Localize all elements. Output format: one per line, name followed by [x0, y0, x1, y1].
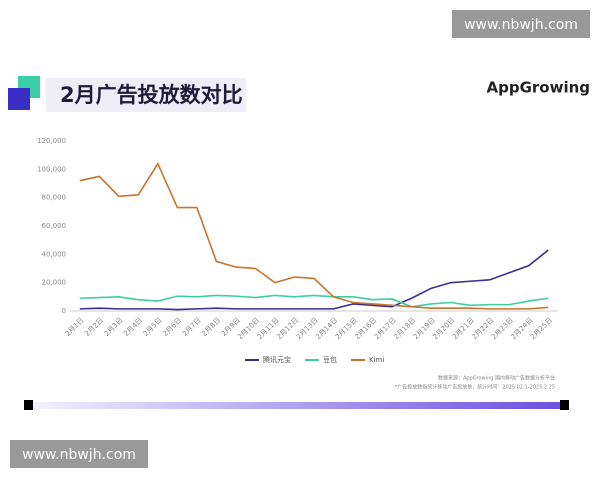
- y-tick-label: 20,000: [42, 279, 67, 287]
- series-line: [79, 294, 549, 308]
- x-tick-label: 2月6日: [161, 316, 183, 338]
- y-tick-label: 60,000: [42, 222, 67, 230]
- decor-square: [560, 400, 569, 410]
- x-tick-label: 2月3日: [103, 316, 125, 338]
- y-tick-label: 80,000: [42, 194, 67, 202]
- source-note: 数据来源：AppGrowing 国内移动广告数据分析平台: [438, 375, 555, 382]
- y-tick-label: 100,000: [37, 165, 66, 173]
- x-tick-label: 2月4日: [122, 316, 144, 338]
- legend-label: 豆包: [323, 355, 337, 364]
- decor-square: [24, 400, 33, 410]
- legend-label: 腾讯元宝: [263, 355, 291, 364]
- x-tick-label: 2月1日: [64, 316, 86, 338]
- decoration: [8, 88, 30, 110]
- x-tick-label: 2月25日: [529, 316, 554, 341]
- title-band: [46, 78, 246, 112]
- watermark-box: [452, 10, 590, 38]
- y-tick-label: 0: [62, 307, 66, 315]
- x-tick-label: 2月5日: [142, 316, 164, 338]
- legend-label: Kimi: [369, 356, 384, 364]
- series-line: [79, 249, 549, 311]
- logo: AppGrowing: [486, 79, 590, 97]
- x-tick-label: 2月7日: [181, 316, 203, 338]
- watermark-box: [10, 440, 148, 468]
- watermark: www.nbwjh.com: [464, 17, 578, 33]
- footnote: *广告投放数指统计移动广告投放数，统计时间：2025.02.1-2025.2.2…: [395, 384, 555, 391]
- decor-bar: [30, 402, 565, 409]
- y-tick-label: 120,000: [37, 137, 66, 145]
- y-tick-label: 40,000: [42, 250, 67, 258]
- x-tick-label: 2月2日: [83, 316, 105, 338]
- x-tick-label: 2月8日: [200, 316, 222, 338]
- chart-title: 2月广告投放数对比: [60, 83, 243, 107]
- series-line: [79, 161, 549, 310]
- watermark: www.nbwjh.com: [22, 447, 136, 463]
